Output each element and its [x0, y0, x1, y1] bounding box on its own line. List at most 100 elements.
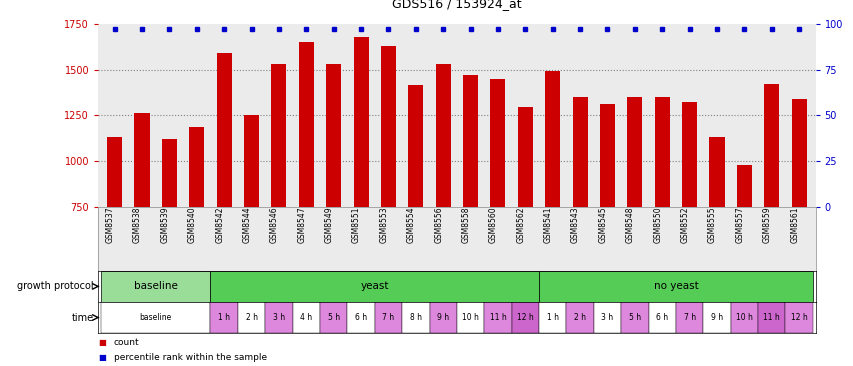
- Bar: [101, 271, 210, 302]
- Bar: [162, 139, 177, 207]
- Text: GSM8555: GSM8555: [707, 207, 717, 243]
- Text: 4 h: 4 h: [300, 313, 312, 322]
- Bar: [484, 302, 511, 333]
- Text: GSM8544: GSM8544: [242, 207, 252, 243]
- Text: 9 h: 9 h: [437, 313, 449, 322]
- Text: GDS516 / 153924_at: GDS516 / 153924_at: [392, 0, 521, 10]
- Text: GSM8556: GSM8556: [433, 207, 443, 243]
- Bar: [511, 302, 538, 333]
- Bar: [210, 271, 538, 302]
- Text: GSM8543: GSM8543: [571, 207, 579, 243]
- Bar: [763, 84, 779, 207]
- Text: ■: ■: [98, 354, 106, 362]
- Bar: [293, 302, 320, 333]
- Text: 6 h: 6 h: [355, 313, 367, 322]
- Bar: [320, 302, 347, 333]
- Text: 7 h: 7 h: [382, 313, 394, 322]
- Bar: [593, 302, 620, 333]
- Text: no yeast: no yeast: [653, 281, 698, 291]
- Bar: [709, 137, 723, 207]
- Bar: [402, 302, 429, 333]
- Bar: [730, 302, 757, 333]
- Text: 1 h: 1 h: [218, 313, 230, 322]
- Bar: [265, 302, 293, 333]
- Text: GSM8554: GSM8554: [406, 207, 415, 243]
- Bar: [538, 271, 812, 302]
- Bar: [435, 64, 450, 207]
- Bar: [271, 64, 286, 207]
- Bar: [785, 302, 812, 333]
- Text: GSM8561: GSM8561: [789, 207, 798, 243]
- Bar: [429, 302, 456, 333]
- Bar: [703, 302, 730, 333]
- Bar: [244, 115, 258, 207]
- Bar: [600, 104, 614, 207]
- Text: GSM8549: GSM8549: [324, 207, 334, 243]
- Text: count: count: [113, 338, 139, 347]
- Text: 1 h: 1 h: [546, 313, 558, 322]
- Bar: [490, 79, 505, 207]
- Bar: [654, 97, 669, 207]
- Text: 2 h: 2 h: [246, 313, 258, 322]
- Text: time: time: [72, 313, 94, 322]
- Text: GSM8558: GSM8558: [461, 207, 470, 243]
- Text: percentile rank within the sample: percentile rank within the sample: [113, 354, 266, 362]
- Text: GSM8557: GSM8557: [734, 207, 744, 243]
- Bar: [217, 53, 231, 207]
- Text: baseline: baseline: [134, 281, 177, 291]
- Text: 8 h: 8 h: [409, 313, 421, 322]
- Bar: [517, 107, 532, 207]
- Bar: [572, 97, 587, 207]
- Bar: [101, 302, 210, 333]
- Bar: [791, 99, 806, 207]
- Bar: [620, 302, 647, 333]
- Bar: [736, 165, 751, 207]
- Text: GSM8546: GSM8546: [270, 207, 279, 243]
- Bar: [544, 71, 560, 207]
- Bar: [456, 302, 484, 333]
- Text: GSM8539: GSM8539: [160, 207, 169, 243]
- Text: 3 h: 3 h: [601, 313, 612, 322]
- Bar: [353, 37, 368, 207]
- Text: GSM8537: GSM8537: [106, 207, 114, 243]
- Text: GSM8538: GSM8538: [133, 207, 142, 243]
- Bar: [408, 85, 423, 207]
- Text: GSM8560: GSM8560: [489, 207, 497, 243]
- Text: 5 h: 5 h: [328, 313, 339, 322]
- Bar: [566, 302, 593, 333]
- Text: 10 h: 10 h: [735, 313, 752, 322]
- Text: GSM8548: GSM8548: [625, 207, 634, 243]
- Bar: [347, 302, 374, 333]
- Text: 11 h: 11 h: [763, 313, 780, 322]
- Bar: [647, 302, 675, 333]
- Bar: [757, 302, 785, 333]
- Text: GSM8550: GSM8550: [653, 207, 661, 243]
- Text: 12 h: 12 h: [516, 313, 533, 322]
- Text: 10 h: 10 h: [461, 313, 479, 322]
- Text: 12 h: 12 h: [790, 313, 807, 322]
- Text: ■: ■: [98, 338, 106, 347]
- Bar: [675, 302, 703, 333]
- Text: GSM8559: GSM8559: [762, 207, 771, 243]
- Bar: [374, 302, 402, 333]
- Bar: [299, 42, 313, 207]
- Text: GSM8541: GSM8541: [543, 207, 552, 243]
- Text: GSM8553: GSM8553: [379, 207, 388, 243]
- Text: 9 h: 9 h: [710, 313, 722, 322]
- Bar: [462, 75, 478, 207]
- Text: GSM8542: GSM8542: [215, 207, 223, 243]
- Text: 3 h: 3 h: [273, 313, 285, 322]
- Text: growth protocol: growth protocol: [17, 281, 94, 291]
- Text: GSM8551: GSM8551: [351, 207, 361, 243]
- Text: GSM8540: GSM8540: [188, 207, 196, 243]
- Text: GSM8545: GSM8545: [598, 207, 606, 243]
- Bar: [682, 102, 696, 207]
- Text: 6 h: 6 h: [655, 313, 668, 322]
- Bar: [134, 113, 149, 207]
- Bar: [380, 46, 396, 207]
- Text: 11 h: 11 h: [489, 313, 506, 322]
- Text: 2 h: 2 h: [573, 313, 585, 322]
- Text: GSM8552: GSM8552: [680, 207, 689, 243]
- Bar: [538, 302, 566, 333]
- Text: baseline: baseline: [139, 313, 171, 322]
